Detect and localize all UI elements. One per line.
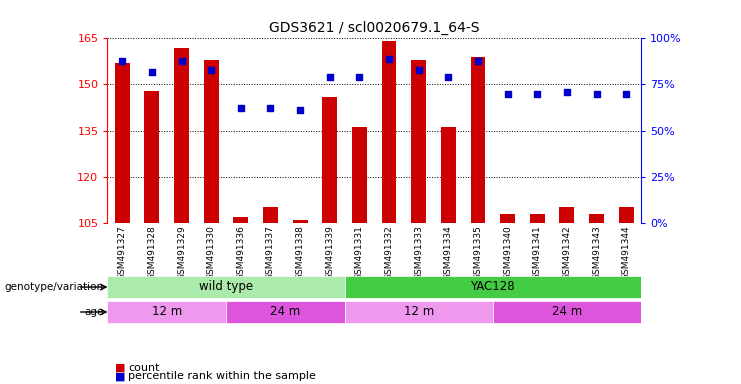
Bar xyxy=(441,127,456,223)
Bar xyxy=(411,60,426,223)
Bar xyxy=(107,301,226,323)
Text: 24 m: 24 m xyxy=(552,305,582,318)
Point xyxy=(205,67,217,73)
Bar xyxy=(107,276,345,298)
Bar xyxy=(226,301,345,323)
Point xyxy=(353,74,365,80)
Bar xyxy=(345,276,641,298)
Text: 24 m: 24 m xyxy=(270,305,300,318)
Point xyxy=(502,91,514,97)
Point xyxy=(531,91,543,97)
Point xyxy=(146,68,158,74)
Point xyxy=(620,91,632,97)
Bar xyxy=(493,301,641,323)
Point xyxy=(176,58,187,64)
Bar xyxy=(263,207,278,223)
Point xyxy=(265,105,276,111)
Point xyxy=(324,74,336,80)
Point xyxy=(235,105,247,111)
Bar xyxy=(233,217,248,223)
Point xyxy=(116,58,128,64)
Point xyxy=(413,67,425,73)
Bar xyxy=(471,57,485,223)
Bar xyxy=(322,97,337,223)
Point xyxy=(561,89,573,95)
Bar xyxy=(293,220,308,223)
Text: 12 m: 12 m xyxy=(152,305,182,318)
Bar xyxy=(500,214,515,223)
Bar xyxy=(345,301,493,323)
Title: GDS3621 / scl0020679.1_64-S: GDS3621 / scl0020679.1_64-S xyxy=(269,20,479,35)
Text: ■: ■ xyxy=(115,371,129,381)
Point xyxy=(383,56,395,62)
Text: count: count xyxy=(128,363,160,373)
Point xyxy=(591,91,602,97)
Text: age: age xyxy=(84,307,104,317)
Bar xyxy=(619,207,634,223)
Text: wild type: wild type xyxy=(199,280,253,293)
Point xyxy=(472,58,484,64)
Text: genotype/variation: genotype/variation xyxy=(4,282,104,292)
Bar xyxy=(530,214,545,223)
Bar xyxy=(589,214,604,223)
Bar xyxy=(144,91,159,223)
Text: 12 m: 12 m xyxy=(404,305,433,318)
Bar xyxy=(382,41,396,223)
Bar xyxy=(204,60,219,223)
Bar xyxy=(174,48,189,223)
Text: YAC128: YAC128 xyxy=(471,280,515,293)
Bar xyxy=(559,207,574,223)
Point xyxy=(442,74,454,80)
Text: ■: ■ xyxy=(115,363,129,373)
Bar xyxy=(352,127,367,223)
Point xyxy=(294,107,306,113)
Bar xyxy=(115,63,130,223)
Text: percentile rank within the sample: percentile rank within the sample xyxy=(128,371,316,381)
